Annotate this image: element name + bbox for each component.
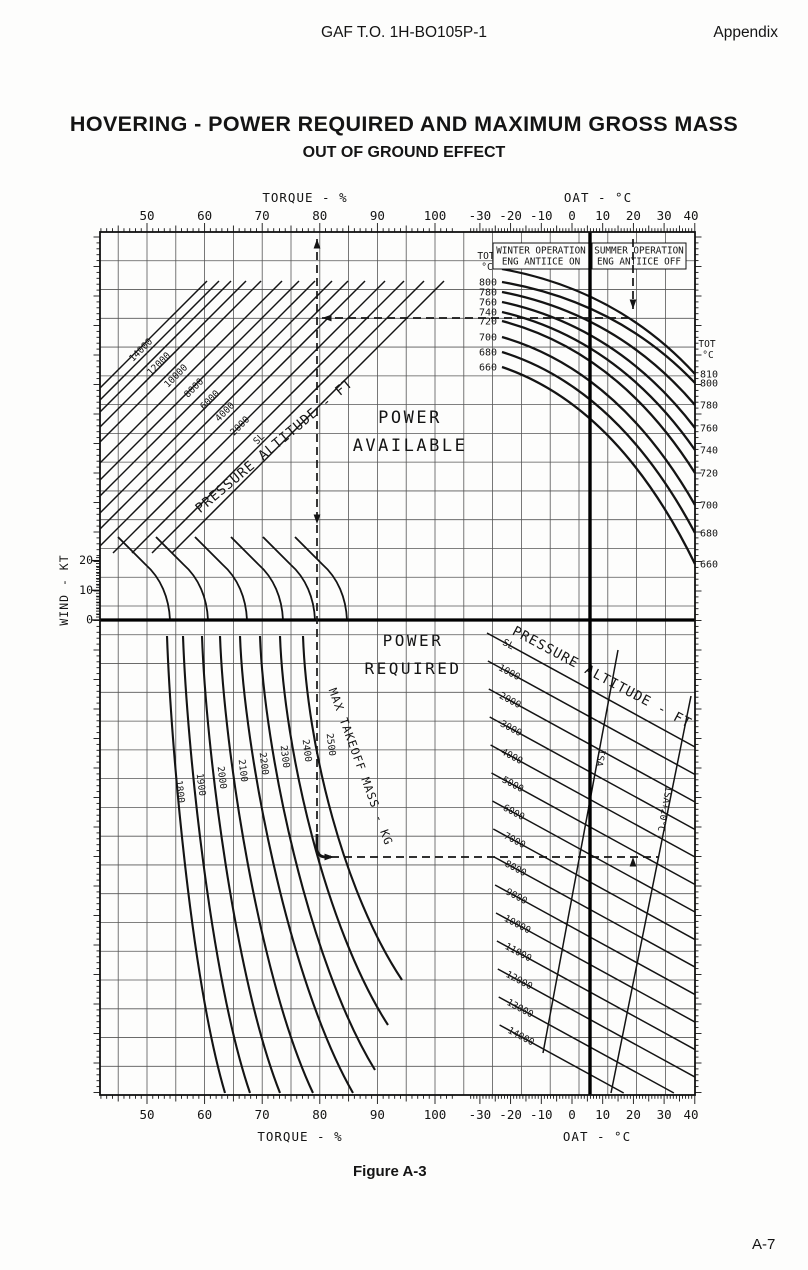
svg-text:ENG ANTIICE ON: ENG ANTIICE ON <box>502 257 580 268</box>
svg-text:-20: -20 <box>499 1107 522 1122</box>
svg-text:20: 20 <box>626 1107 641 1122</box>
svg-text:14000: 14000 <box>506 1025 537 1048</box>
svg-text:-10: -10 <box>530 1107 553 1122</box>
svg-text:1900: 1900 <box>194 773 208 797</box>
svg-text:2500: 2500 <box>324 733 338 757</box>
svg-text:TOT: TOT <box>477 251 494 262</box>
svg-text:°C: °C <box>702 350 713 361</box>
svg-text:SL: SL <box>501 637 517 652</box>
svg-text:740: 740 <box>700 446 718 457</box>
svg-text:100: 100 <box>424 1107 447 1122</box>
svg-text:680: 680 <box>479 348 497 359</box>
svg-text:AVAILABLE: AVAILABLE <box>353 436 468 456</box>
svg-text:680: 680 <box>700 529 718 540</box>
header-section-label: Appendix <box>713 24 778 41</box>
svg-text:REQUIRED: REQUIRED <box>364 659 461 678</box>
svg-text:100: 100 <box>424 208 447 223</box>
svg-text:12000: 12000 <box>504 969 535 992</box>
svg-text:70: 70 <box>255 1107 270 1122</box>
svg-text:720: 720 <box>700 469 718 480</box>
svg-text:6000: 6000 <box>198 388 222 412</box>
svg-text:ISA: ISA <box>593 748 607 767</box>
svg-text:8000: 8000 <box>503 859 529 880</box>
svg-text:MAX TAKEOFF MASS - KG: MAX TAKEOFF MASS - KG <box>326 686 396 847</box>
svg-text:0: 0 <box>86 613 93 627</box>
svg-text:11000: 11000 <box>503 941 534 964</box>
svg-text:760: 760 <box>479 298 497 309</box>
svg-text:90: 90 <box>370 208 385 223</box>
svg-text:60: 60 <box>197 208 212 223</box>
svg-text:50: 50 <box>139 208 154 223</box>
svg-text:°C: °C <box>481 262 492 273</box>
svg-text:70: 70 <box>255 208 270 223</box>
svg-text:80: 80 <box>312 208 327 223</box>
svg-text:800: 800 <box>700 379 718 390</box>
svg-text:2100: 2100 <box>236 759 250 783</box>
svg-text:2300: 2300 <box>278 745 292 769</box>
svg-text:WINTER OPERATION: WINTER OPERATION <box>496 246 586 257</box>
svg-text:780: 780 <box>700 401 718 412</box>
svg-text:80: 80 <box>312 1107 327 1122</box>
header-doc-number: GAF T.O. 1H-BO105P-1 <box>321 24 487 41</box>
svg-text:POWER: POWER <box>383 631 444 650</box>
svg-text:WIND - KT: WIND - KT <box>57 554 71 625</box>
svg-text:1800: 1800 <box>173 780 187 804</box>
svg-text:7000: 7000 <box>502 831 528 852</box>
svg-text:40: 40 <box>683 1107 698 1122</box>
svg-text:8000: 8000 <box>182 376 206 400</box>
svg-text:660: 660 <box>700 560 718 571</box>
svg-text:810: 810 <box>700 370 718 381</box>
svg-text:TORQUE - %: TORQUE - % <box>257 1129 342 1144</box>
svg-text:13000: 13000 <box>505 997 536 1020</box>
svg-text:OAT - °C: OAT - °C <box>563 1129 631 1144</box>
svg-text:2000: 2000 <box>215 766 229 790</box>
svg-text:0: 0 <box>568 1107 576 1122</box>
svg-text:800: 800 <box>479 278 497 289</box>
svg-text:1000: 1000 <box>496 663 522 684</box>
svg-text:OAT - °C: OAT - °C <box>564 190 632 205</box>
figure-caption: Figure A-3 <box>353 1163 427 1180</box>
chart-subtitle: OUT OF GROUND EFFECT <box>302 144 506 161</box>
svg-text:90: 90 <box>370 1107 385 1122</box>
svg-text:20: 20 <box>79 553 93 567</box>
svg-text:740: 740 <box>479 308 497 319</box>
svg-text:10000: 10000 <box>502 913 533 936</box>
svg-text:720: 720 <box>479 317 497 328</box>
page-number: A-7 <box>752 1236 776 1253</box>
svg-text:-30: -30 <box>469 1107 492 1122</box>
svg-text:40: 40 <box>683 208 698 223</box>
svg-text:660: 660 <box>479 363 497 374</box>
svg-text:12000: 12000 <box>145 350 173 378</box>
svg-text:30: 30 <box>657 1107 672 1122</box>
svg-text:780: 780 <box>479 288 497 299</box>
svg-text:-10: -10 <box>530 208 553 223</box>
chart-title: HOVERING - POWER REQUIRED AND MAXIMUM GR… <box>69 112 739 136</box>
svg-text:700: 700 <box>479 333 497 344</box>
svg-text:2200: 2200 <box>257 752 271 776</box>
svg-text:60: 60 <box>197 1107 212 1122</box>
svg-text:TOT: TOT <box>698 339 715 350</box>
svg-text:TORQUE - %: TORQUE - % <box>262 190 347 205</box>
svg-text:9000: 9000 <box>504 887 530 908</box>
svg-text:-30: -30 <box>469 208 492 223</box>
svg-text:2000: 2000 <box>497 691 523 712</box>
svg-text:20: 20 <box>626 208 641 223</box>
svg-text:50: 50 <box>139 1107 154 1122</box>
svg-text:3000: 3000 <box>498 719 524 740</box>
svg-text:760: 760 <box>700 424 718 435</box>
svg-text:10: 10 <box>79 583 93 597</box>
svg-text:0: 0 <box>568 208 576 223</box>
svg-text:2400: 2400 <box>300 739 314 763</box>
svg-text:ENG ANTIICE OFF: ENG ANTIICE OFF <box>597 257 681 268</box>
svg-text:10: 10 <box>595 1107 610 1122</box>
svg-text:POWER: POWER <box>378 408 442 428</box>
svg-text:-20: -20 <box>499 208 522 223</box>
svg-text:30: 30 <box>657 208 672 223</box>
svg-text:SUMMER OPERATION: SUMMER OPERATION <box>594 246 684 257</box>
svg-text:700: 700 <box>700 501 718 512</box>
svg-text:6000: 6000 <box>501 803 527 824</box>
svg-text:10: 10 <box>595 208 610 223</box>
